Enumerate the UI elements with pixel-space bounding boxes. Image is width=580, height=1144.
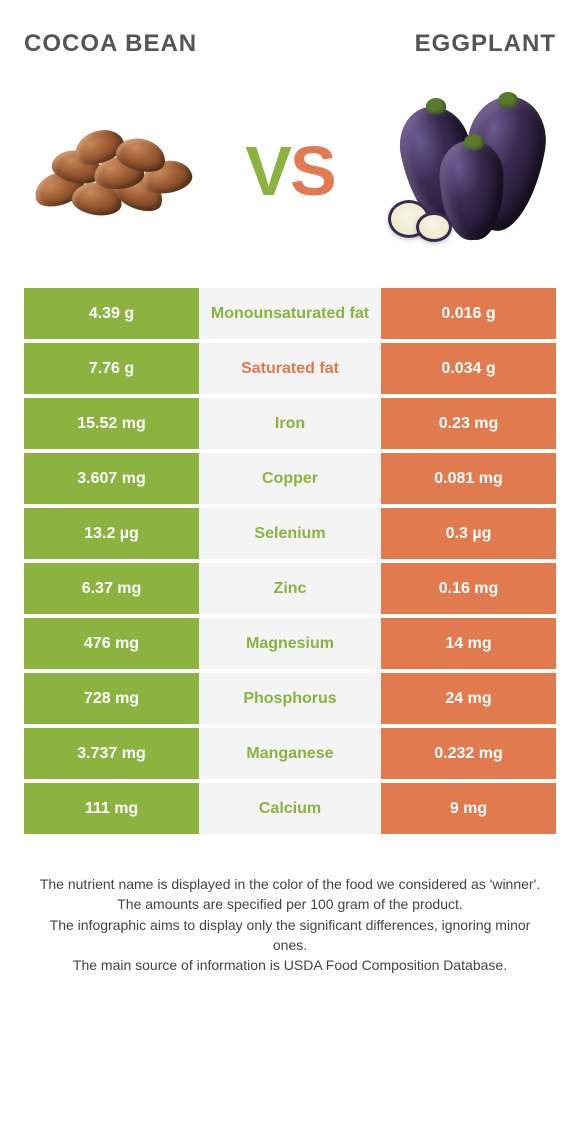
nutrient-label: Saturated fat <box>199 343 381 394</box>
left-value: 4.39 g <box>24 288 199 339</box>
vs-label: VS <box>245 131 334 211</box>
nutrient-row: 7.76 gSaturated fat0.034 g <box>24 343 556 398</box>
left-value: 728 mg <box>24 673 199 724</box>
nutrient-table: 4.39 gMonounsaturated fat0.016 g7.76 gSa… <box>24 288 556 838</box>
right-value: 14 mg <box>381 618 556 669</box>
right-value: 0.081 mg <box>381 453 556 504</box>
footer-line: The amounts are specified per 100 gram o… <box>34 894 546 914</box>
nutrient-label: Manganese <box>199 728 381 779</box>
right-value: 9 mg <box>381 783 556 834</box>
right-value: 0.016 g <box>381 288 556 339</box>
nutrient-row: 3.737 mgManganese0.232 mg <box>24 728 556 783</box>
left-food-title: Cocoa bean <box>24 30 197 58</box>
right-value: 0.16 mg <box>381 563 556 614</box>
right-value: 24 mg <box>381 673 556 724</box>
footer-notes: The nutrient name is displayed in the co… <box>24 874 556 975</box>
nutrient-row: 4.39 gMonounsaturated fat0.016 g <box>24 288 556 343</box>
left-value: 3.607 mg <box>24 453 199 504</box>
nutrient-label: Magnesium <box>199 618 381 669</box>
nutrient-row: 476 mgMagnesium14 mg <box>24 618 556 673</box>
nutrient-label: Phosphorus <box>199 673 381 724</box>
nutrient-row: 15.52 mgIron0.23 mg <box>24 398 556 453</box>
right-value: 0.232 mg <box>381 728 556 779</box>
right-value: 0.3 µg <box>381 508 556 559</box>
right-value: 0.23 mg <box>381 398 556 449</box>
nutrient-label: Monounsaturated fat <box>199 288 381 339</box>
nutrient-label: Copper <box>199 453 381 504</box>
left-value: 6.37 mg <box>24 563 199 614</box>
eggplant-image <box>386 86 556 256</box>
nutrient-label: Selenium <box>199 508 381 559</box>
nutrient-label: Iron <box>199 398 381 449</box>
nutrient-label: Zinc <box>199 563 381 614</box>
footer-line: The infographic aims to display only the… <box>34 915 546 956</box>
left-value: 13.2 µg <box>24 508 199 559</box>
footer-line: The nutrient name is displayed in the co… <box>34 874 546 894</box>
vs-s: S <box>290 132 335 210</box>
vs-v: V <box>245 132 290 210</box>
cocoa-bean-image <box>24 86 194 256</box>
footer-line: The main source of information is USDA F… <box>34 955 546 975</box>
nutrient-row: 6.37 mgZinc0.16 mg <box>24 563 556 618</box>
nutrient-row: 13.2 µgSelenium0.3 µg <box>24 508 556 563</box>
title-row: Cocoa bean Eggplant <box>24 30 556 58</box>
nutrient-row: 3.607 mgCopper0.081 mg <box>24 453 556 508</box>
left-value: 15.52 mg <box>24 398 199 449</box>
nutrient-label: Calcium <box>199 783 381 834</box>
left-value: 7.76 g <box>24 343 199 394</box>
left-value: 111 mg <box>24 783 199 834</box>
nutrient-row: 111 mgCalcium9 mg <box>24 783 556 838</box>
nutrient-row: 728 mgPhosphorus24 mg <box>24 673 556 728</box>
right-food-title: Eggplant <box>415 30 556 58</box>
hero-row: VS <box>24 86 556 256</box>
left-value: 476 mg <box>24 618 199 669</box>
left-value: 3.737 mg <box>24 728 199 779</box>
right-value: 0.034 g <box>381 343 556 394</box>
